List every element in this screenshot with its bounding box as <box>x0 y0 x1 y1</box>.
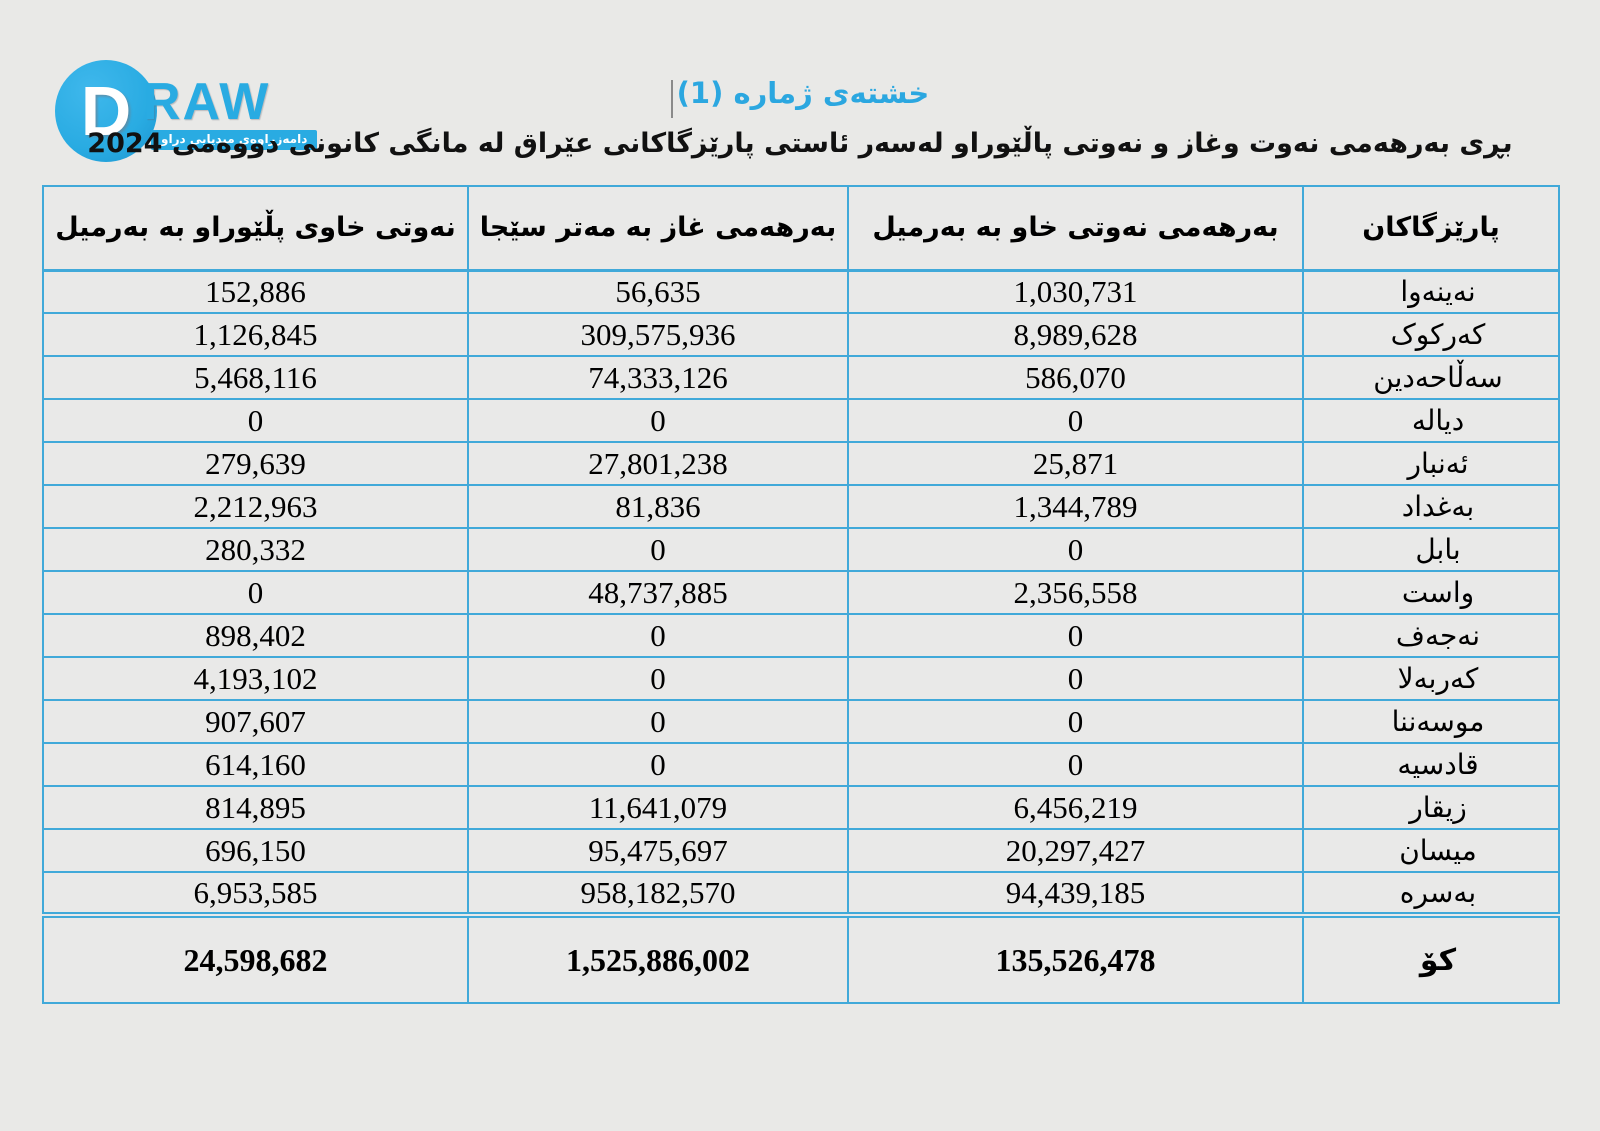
total-label: کۆ <box>1302 912 1560 1004</box>
table-number-title: خشتەی ژماره (1) <box>676 76 930 110</box>
refined-oil-value: 0 <box>42 398 469 443</box>
gas-value: 11,641,079 <box>467 785 849 830</box>
refined-oil-value: 696,150 <box>42 828 469 873</box>
gas-value: 56,635 <box>467 269 849 314</box>
crude-oil-value: 0 <box>847 613 1304 658</box>
gas-value: 309,575,936 <box>467 312 849 357</box>
header-gas: بەرهەمی غاز بە مەتر سێجا <box>467 185 849 272</box>
gas-value: 0 <box>467 742 849 787</box>
logo-wordmark: RAW <box>143 73 271 131</box>
crude-oil-value: 1,344,789 <box>847 484 1304 529</box>
table-row: نەینەوا 1,030,731 56,635 152,886 <box>42 269 1560 314</box>
crude-oil-value: 8,989,628 <box>847 312 1304 357</box>
gas-value: 0 <box>467 527 849 572</box>
crude-oil-value: 0 <box>847 742 1304 787</box>
province-name: زیقار <box>1302 785 1560 830</box>
province-name: نەینەوا <box>1302 269 1560 314</box>
total-crude-value: 135,526,478 <box>847 912 1304 1004</box>
refined-oil-value: 2,212,963 <box>42 484 469 529</box>
table-row: زیقار 6,456,219 11,641,079 814,895 <box>42 785 1560 830</box>
refined-oil-value: 280,332 <box>42 527 469 572</box>
header-refined-oil: نەوتی خاوی پڵێوراو بە بەرمیل <box>42 185 469 272</box>
province-name: موسەننا <box>1302 699 1560 744</box>
crude-oil-value: 6,456,219 <box>847 785 1304 830</box>
header-provinces: پارێزگاکان <box>1302 185 1560 272</box>
logo-letter: D <box>80 72 132 150</box>
province-name: واست <box>1302 570 1560 615</box>
gas-value: 0 <box>467 398 849 443</box>
province-name: ئەنبار <box>1302 441 1560 486</box>
gas-value: 0 <box>467 656 849 701</box>
table-row: بەسرە 94,439,185 958,182,570 6,953,585 <box>42 871 1560 916</box>
gas-value: 95,475,697 <box>467 828 849 873</box>
refined-oil-value: 6,953,585 <box>42 871 469 916</box>
crude-oil-value: 0 <box>847 699 1304 744</box>
crude-oil-value: 94,439,185 <box>847 871 1304 916</box>
crude-oil-value: 586,070 <box>847 355 1304 400</box>
table-row: کەرکوک 8,989,628 309,575,936 1,126,845 <box>42 312 1560 357</box>
province-name: دیالە <box>1302 398 1560 443</box>
gas-value: 48,737,885 <box>467 570 849 615</box>
table-row: ئەنبار 25,871 27,801,238 279,639 <box>42 441 1560 486</box>
table-row: قادسیە 0 0 614,160 <box>42 742 1560 787</box>
table-row: کەربەلا 0 0 4,193,102 <box>42 656 1560 701</box>
table-row: سەڵاحەدین 586,070 74,333,126 5,468,116 <box>42 355 1560 400</box>
province-name: میسان <box>1302 828 1560 873</box>
refined-oil-value: 4,193,102 <box>42 656 469 701</box>
province-name: بەسرە <box>1302 871 1560 916</box>
refined-oil-value: 152,886 <box>42 269 469 314</box>
refined-oil-value: 907,607 <box>42 699 469 744</box>
table-row: دیالە 0 0 0 <box>42 398 1560 443</box>
gas-value: 74,333,126 <box>467 355 849 400</box>
gas-value: 81,836 <box>467 484 849 529</box>
refined-oil-value: 898,402 <box>42 613 469 658</box>
text-cursor <box>670 79 673 118</box>
refined-oil-value: 1,126,845 <box>42 312 469 357</box>
refined-oil-value: 614,160 <box>42 742 469 787</box>
refined-oil-value: 279,639 <box>42 441 469 486</box>
crude-oil-value: 0 <box>847 398 1304 443</box>
production-table: پارێزگاکان بەرهەمی نەوتی خاو بە بەرمیل ب… <box>42 185 1560 1004</box>
crude-oil-value: 2,356,558 <box>847 570 1304 615</box>
province-name: بەغداد <box>1302 484 1560 529</box>
logo-tagline: دامەزراوەی میدیایی دراو <box>151 130 318 150</box>
title-row: خشتەی ژماره (1) <box>0 76 1600 118</box>
refined-oil-value: 5,468,116 <box>42 355 469 400</box>
crude-oil-value: 20,297,427 <box>847 828 1304 873</box>
province-name: کەربەلا <box>1302 656 1560 701</box>
table-row: بەغداد 1,344,789 81,836 2,212,963 <box>42 484 1560 529</box>
logo-circle-icon: D <box>55 60 157 162</box>
refined-oil-value: 814,895 <box>42 785 469 830</box>
gas-value: 0 <box>467 613 849 658</box>
draw-media-logo: D RAW دامەزراوەی میدیایی دراو <box>55 60 318 175</box>
header-crude-oil: بەرهەمی نەوتی خاو بە بەرمیل <box>847 185 1304 272</box>
table-row: واست 2,356,558 48,737,885 0 <box>42 570 1560 615</box>
province-name: نەجەف <box>1302 613 1560 658</box>
crude-oil-value: 25,871 <box>847 441 1304 486</box>
province-name: کەرکوک <box>1302 312 1560 357</box>
subtitle-row: بڕی بەرهەمی نەوت وغاز و نەوتی پاڵێوراو ل… <box>0 128 1600 159</box>
table-row: نەجەف 0 0 898,402 <box>42 613 1560 658</box>
total-row: کۆ 135,526,478 1,525,886,002 24,598,682 <box>42 912 1560 1004</box>
table-row: میسان 20,297,427 95,475,697 696,150 <box>42 828 1560 873</box>
crude-oil-value: 0 <box>847 656 1304 701</box>
total-refined-value: 24,598,682 <box>42 912 469 1004</box>
page-subtitle: بڕی بەرهەمی نەوت وغاز و نەوتی پاڵێوراو ل… <box>87 128 1513 159</box>
gas-value: 958,182,570 <box>467 871 849 916</box>
table-header-row: پارێزگاکان بەرهەمی نەوتی خاو بە بەرمیل ب… <box>42 185 1560 272</box>
province-name: قادسیە <box>1302 742 1560 787</box>
province-name: بابل <box>1302 527 1560 572</box>
gas-value: 27,801,238 <box>467 441 849 486</box>
gas-value: 0 <box>467 699 849 744</box>
total-gas-value: 1,525,886,002 <box>467 912 849 1004</box>
province-name: سەڵاحەدین <box>1302 355 1560 400</box>
crude-oil-value: 0 <box>847 527 1304 572</box>
table-row: موسەننا 0 0 907,607 <box>42 699 1560 744</box>
table-row: بابل 0 0 280,332 <box>42 527 1560 572</box>
refined-oil-value: 0 <box>42 570 469 615</box>
crude-oil-value: 1,030,731 <box>847 269 1304 314</box>
